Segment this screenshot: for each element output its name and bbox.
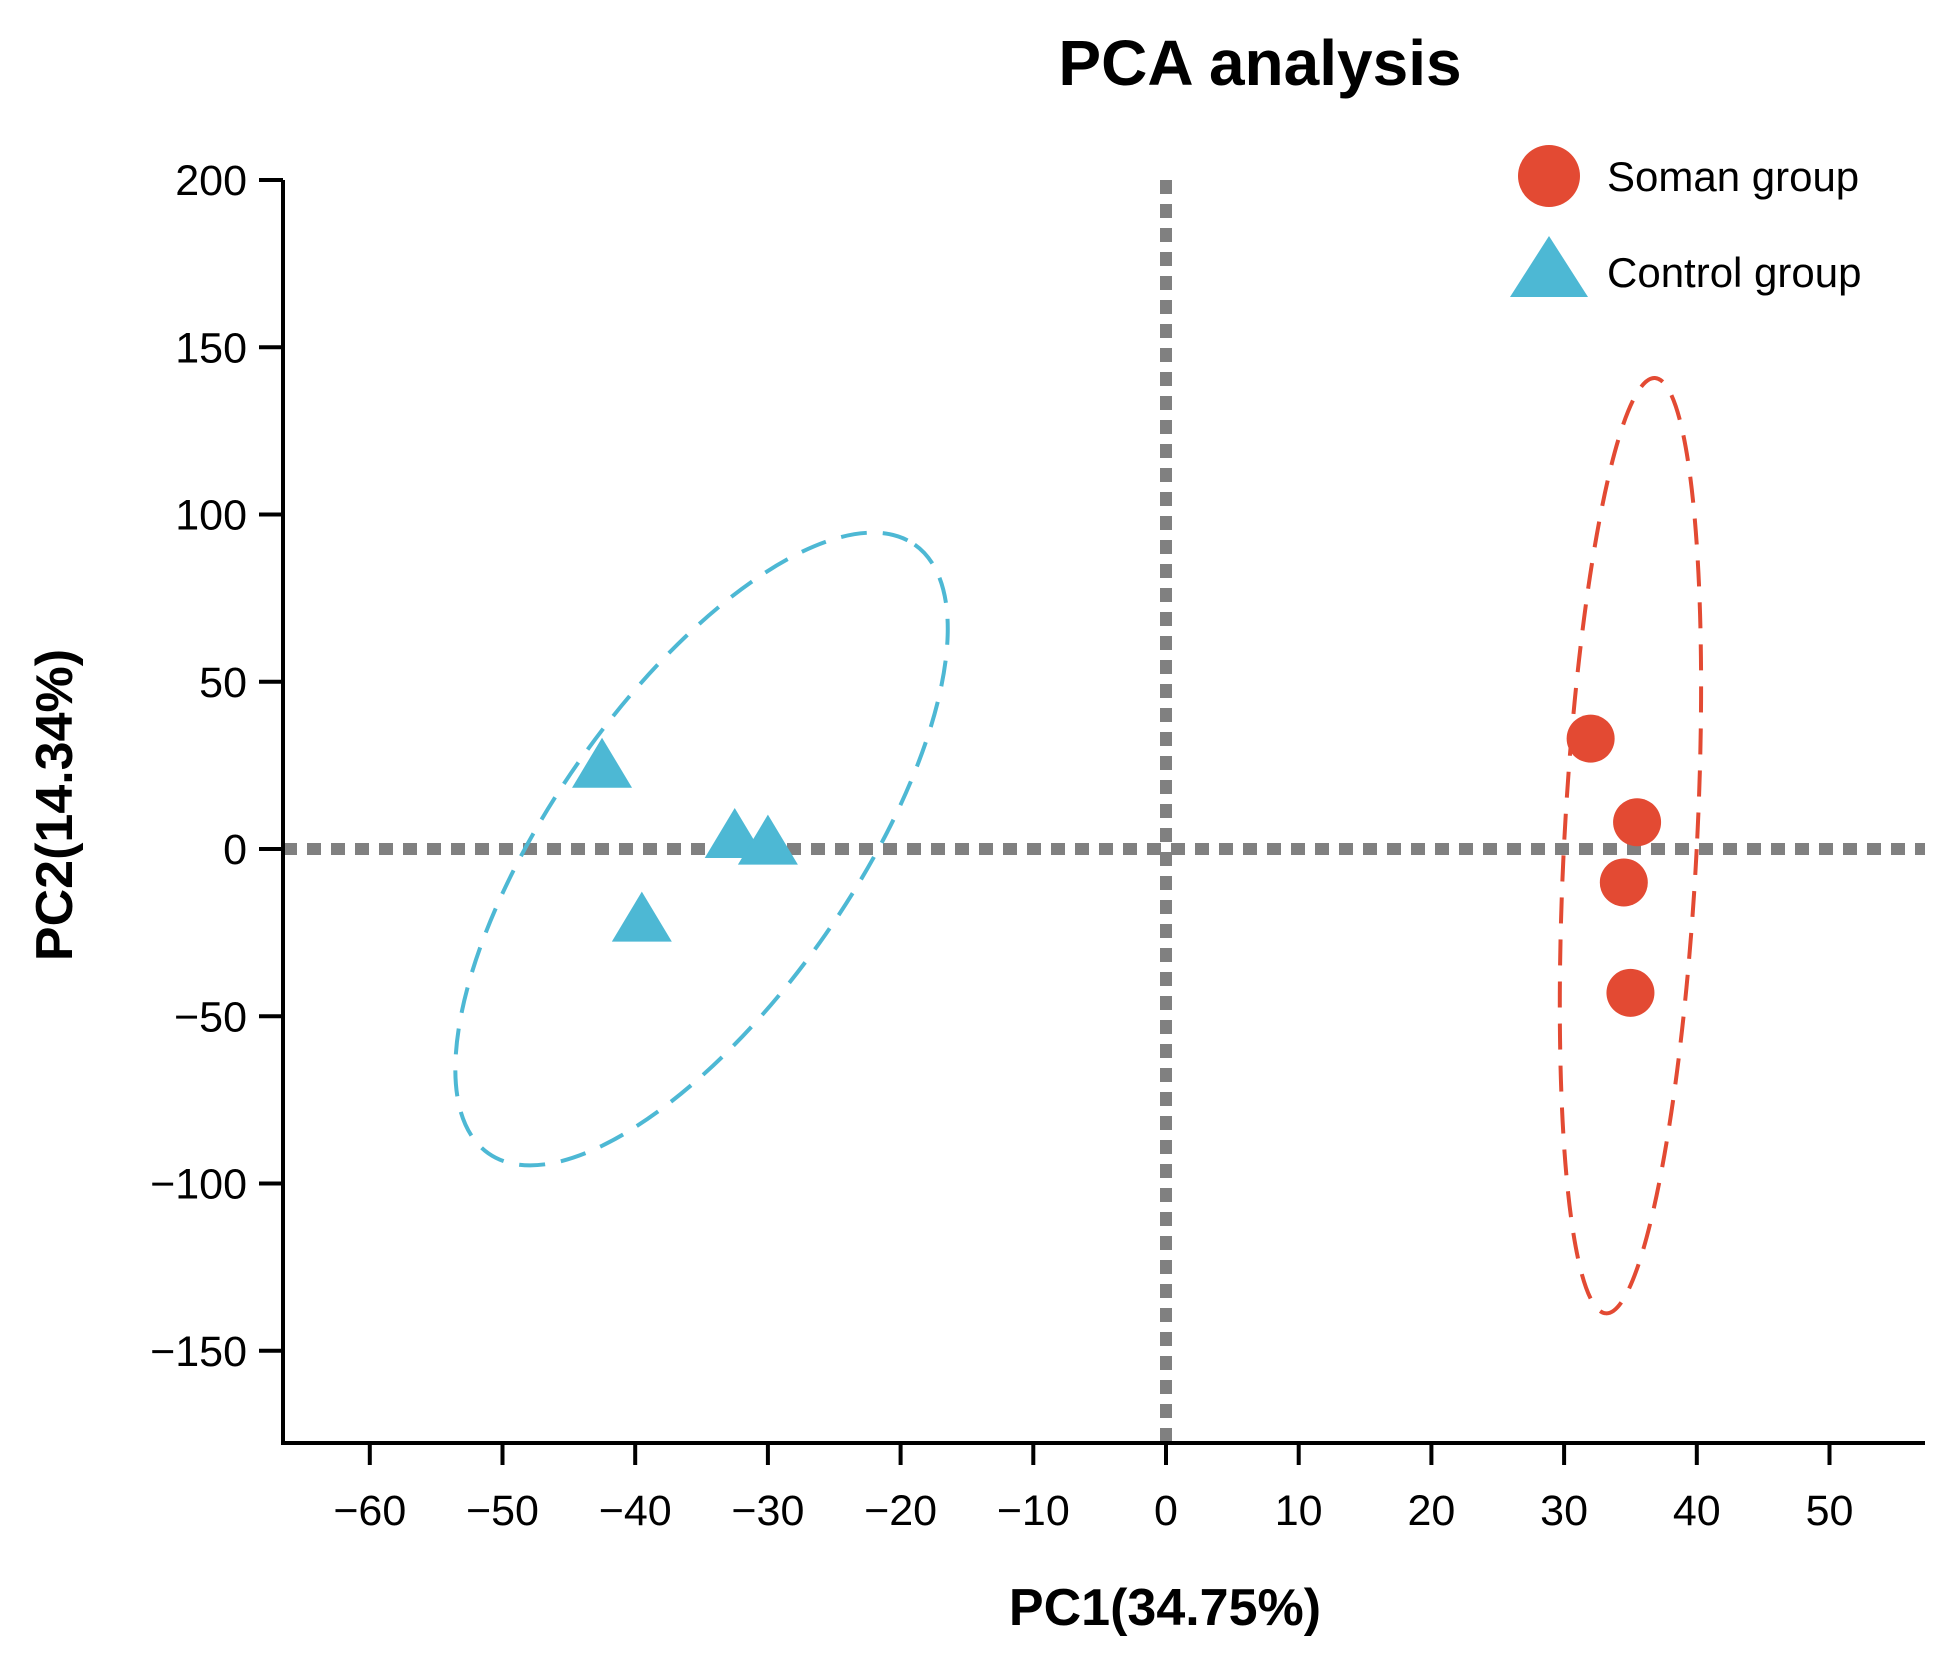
- y-axis-label: PC2(14.34%): [26, 649, 84, 961]
- chart-title: PCA analysis: [1058, 27, 1461, 99]
- control-data-point: [611, 891, 672, 942]
- x-tick-label: −10: [997, 1487, 1070, 1535]
- x-tick-label: −30: [731, 1487, 804, 1535]
- x-tick-label: 40: [1673, 1487, 1721, 1535]
- y-tick-label: 50: [199, 659, 247, 707]
- soman-data-point: [1599, 858, 1648, 907]
- y-tick-label: 200: [175, 157, 247, 205]
- soman-data-point: [1566, 714, 1615, 763]
- x-tick-label: 10: [1275, 1487, 1323, 1535]
- control-data-point: [572, 737, 633, 788]
- x-axis-label: PC1(34.75%): [1009, 1579, 1321, 1637]
- y-tick-label: 150: [175, 324, 247, 372]
- control-data-point: [737, 814, 798, 865]
- x-tick-label: −20: [864, 1487, 937, 1535]
- legend: Soman group Control group: [1510, 145, 1861, 297]
- legend-marker-soman: [1518, 145, 1580, 207]
- y-tick-label: −100: [150, 1161, 247, 1209]
- y-tick-label: 0: [223, 826, 247, 874]
- y-tick-label: 100: [175, 492, 247, 540]
- legend-marker-control: [1510, 236, 1588, 297]
- legend-label: Control group: [1607, 249, 1861, 296]
- x-tick-label: −50: [466, 1487, 539, 1535]
- y-tick-label: −150: [150, 1328, 247, 1376]
- control-confidence-ellipse: [453, 530, 950, 1168]
- soman-confidence-ellipse: [1557, 375, 1704, 1316]
- soman-data-point: [1606, 968, 1655, 1017]
- x-tick-label: 50: [1806, 1487, 1854, 1535]
- x-tick-label: 30: [1540, 1487, 1588, 1535]
- legend-label: Soman group: [1607, 153, 1859, 200]
- soman-data-point: [1613, 798, 1662, 847]
- x-tick-label: 0: [1154, 1487, 1178, 1535]
- y-tick-label: −50: [174, 993, 247, 1041]
- x-tick-label: −40: [599, 1487, 672, 1535]
- x-tick-label: −60: [333, 1487, 406, 1535]
- x-tick-label: 20: [1407, 1487, 1455, 1535]
